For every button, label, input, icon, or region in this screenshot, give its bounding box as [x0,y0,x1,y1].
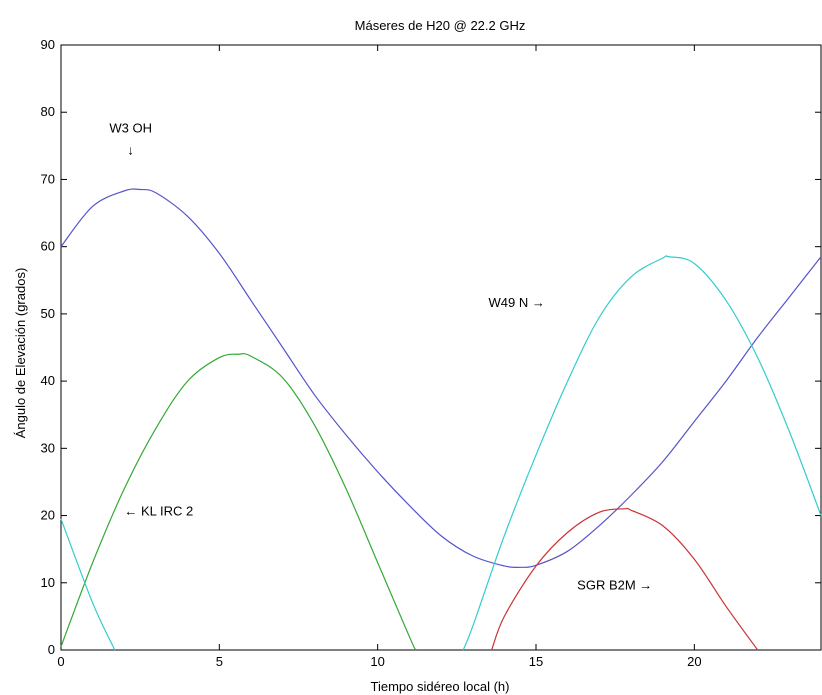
series-line-kl-irc-2 [60,353,417,651]
series-line-w3-oh [60,188,822,569]
x-tick-label: 0 [57,654,64,669]
y-tick-label: 30 [41,440,55,455]
down-arrow-icon: ↓ [127,142,134,157]
series-layer [60,188,822,651]
y-tick-label: 0 [48,642,55,657]
y-axis-title: Ángulo de Elevación (grados) [13,268,28,439]
series-line-w49-n [462,255,822,651]
x-tick-label: 5 [216,654,223,669]
chart-title: Máseres de H20 @ 22.2 GHz [355,18,526,33]
y-tick-label: 10 [41,575,55,590]
x-tick-label: 10 [370,654,384,669]
ticks: 0 5 10 15 20 0 10 20 30 40 50 60 70 80 90 [41,37,821,669]
y-tick-label: 40 [41,373,55,388]
x-tick-label: 15 [529,654,543,669]
y-tick-label: 80 [41,104,55,119]
series-line-w49-n [60,518,116,651]
annotation-label: ← KL IRC 2 [124,504,193,519]
y-tick-label: 90 [41,37,55,52]
y-tick-label: 20 [41,508,55,523]
annotation-label: SGR B2M → [577,578,652,593]
x-tick-label: 20 [687,654,701,669]
annotation-layer: W3 OH ↓ ← KL IRC 2 W49 N → SGR B2M → [109,120,652,592]
y-tick-label: 50 [41,306,55,321]
plot-area [60,44,822,651]
annotation-label: W49 N → [489,295,545,310]
y-tick-label: 60 [41,239,55,254]
series-line-sgr-b2m [491,507,759,651]
x-axis-title: Tiempo sidéreo local (h) [371,679,510,694]
annotation-label: W3 OH [109,120,152,135]
y-tick-label: 70 [41,171,55,186]
